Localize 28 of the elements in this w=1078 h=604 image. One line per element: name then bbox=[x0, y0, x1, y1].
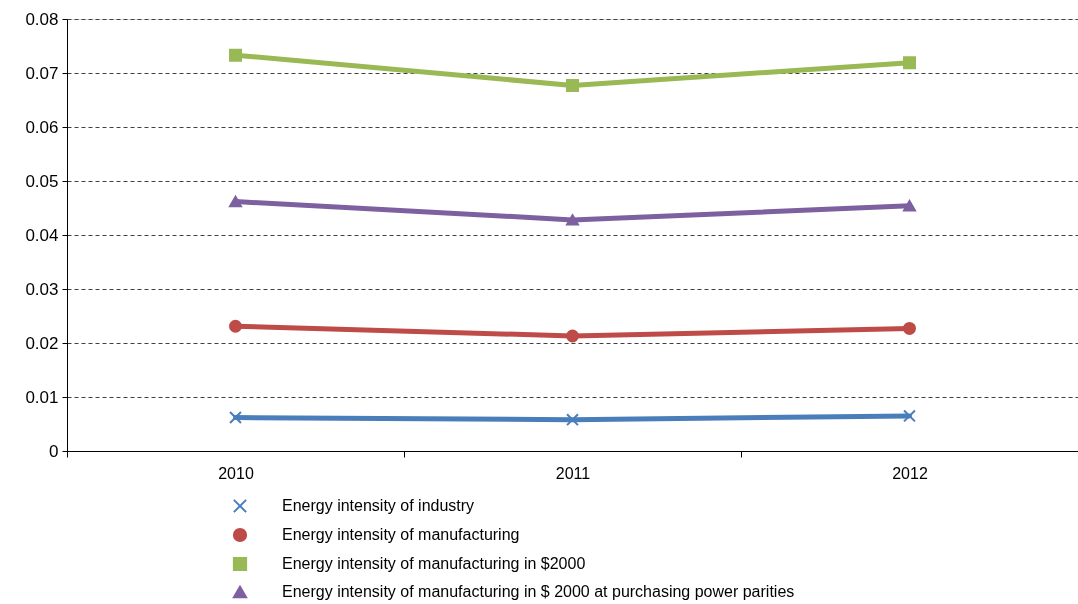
legend-label: Energy intensity of industry bbox=[282, 497, 475, 514]
x-tick-label: 2010 bbox=[218, 464, 254, 482]
y-tick-label: 0.02 bbox=[25, 333, 59, 353]
y-tick-label: 0.01 bbox=[25, 387, 59, 407]
legend-label: Energy intensity of manufacturing bbox=[282, 526, 520, 543]
point bbox=[229, 48, 242, 62]
y-tick-label: 0.04 bbox=[25, 225, 59, 245]
point bbox=[903, 409, 916, 423]
point bbox=[566, 214, 579, 226]
point bbox=[903, 321, 916, 335]
legend-label: Energy intensity of manufacturing in $ 2000 at purchasing power parities bbox=[282, 583, 795, 600]
point bbox=[229, 319, 242, 333]
point bbox=[903, 200, 916, 212]
point bbox=[903, 56, 916, 70]
y-tick-label: 0.07 bbox=[25, 63, 59, 83]
point bbox=[566, 78, 579, 92]
x-tick-label: 2012 bbox=[892, 464, 928, 482]
point bbox=[229, 195, 242, 208]
point bbox=[566, 413, 579, 427]
point bbox=[566, 329, 579, 343]
point bbox=[229, 411, 242, 424]
y-tick-label: 0 bbox=[49, 441, 59, 461]
y-tick-label: 0.05 bbox=[25, 171, 59, 191]
y-tick-label: 0.08 bbox=[25, 9, 59, 29]
y-tick-label: 0.03 bbox=[25, 279, 59, 299]
x-tick-label: 2011 bbox=[555, 464, 591, 482]
y-tick-label: 0.06 bbox=[25, 117, 59, 137]
legend-label: Energy intensity of manufacturing in $2000 bbox=[282, 555, 586, 572]
